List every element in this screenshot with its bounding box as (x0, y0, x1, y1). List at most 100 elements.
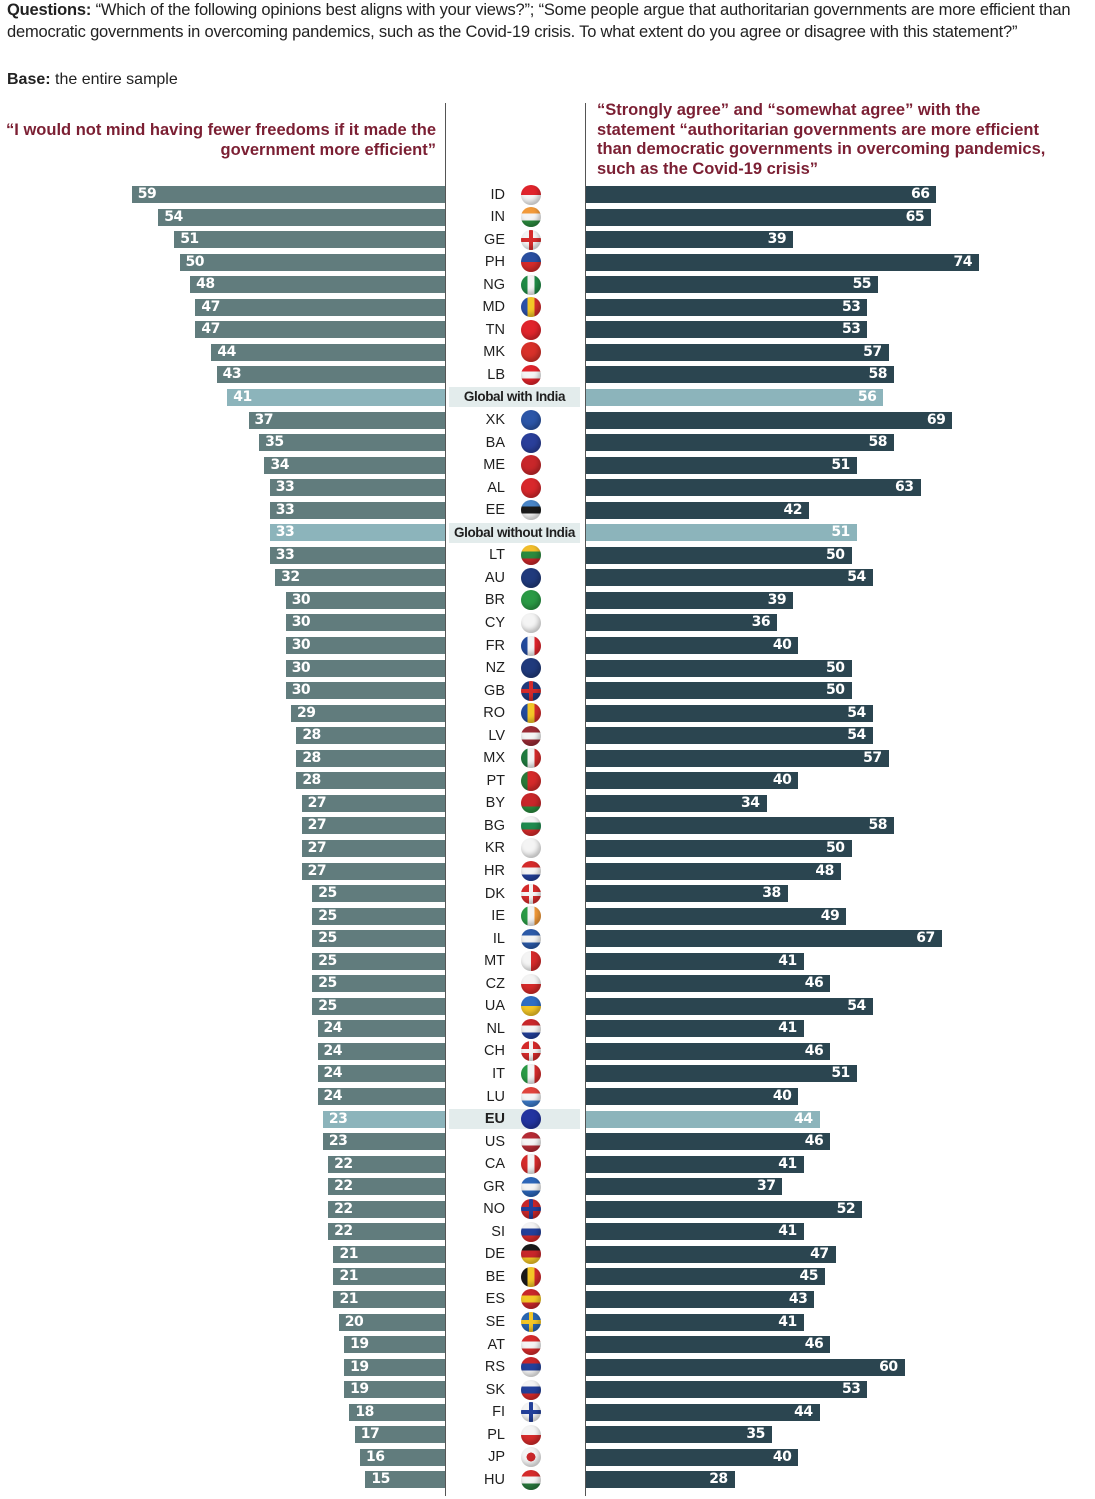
right-bar-value-label: 38 (762, 885, 781, 902)
left-bar: 30 (285, 614, 445, 632)
left-bar-value-label: 18 (355, 1403, 374, 1420)
country-code-label: MT (484, 953, 505, 970)
austria-flag-icon (521, 1334, 541, 1355)
slovenia-flag-icon (521, 1221, 541, 1242)
country-code-label: TN (485, 321, 505, 338)
right-bar-value-label: 50 (826, 659, 845, 676)
left-bar: 27 (301, 862, 445, 880)
left-bar: 28 (296, 772, 445, 790)
israel-flag-icon (521, 928, 541, 949)
country-code-label: PT (486, 772, 505, 789)
right-bar: 41 (586, 1155, 804, 1173)
left-axis-line (445, 103, 446, 1496)
left-bar-value-label: 22 (334, 1200, 353, 1217)
left-bar-value-label: 34 (270, 456, 289, 473)
left-bar-value-label: 59 (137, 186, 157, 202)
left-bar-value-label: 35 (265, 434, 284, 451)
left-bar-value-label: 22 (334, 1223, 353, 1240)
denmark-flag-icon (521, 883, 541, 904)
right-bar: 50 (586, 659, 852, 677)
left-bar-value-label: 27 (307, 839, 327, 856)
left-bar-value-label: 30 (291, 637, 311, 653)
country-code-label: FI (492, 1404, 505, 1421)
aggregate-label: Global without India (454, 524, 575, 540)
right-bar: 51 (586, 456, 857, 474)
left-bar: 24 (317, 1020, 445, 1038)
right-bar: 54 (586, 727, 873, 745)
left-bar: 23 (322, 1110, 445, 1128)
france-flag-icon (521, 635, 541, 656)
right-bar: 28 (586, 1471, 735, 1489)
right-bar: 69 (586, 411, 953, 429)
right-bar-value-label: 28 (709, 1471, 728, 1488)
right-bar-value-label: 53 (841, 1381, 861, 1398)
left-bar-value-label: 51 (180, 231, 199, 248)
brazil-flag-icon (521, 590, 541, 611)
right-bar: 43 (586, 1290, 815, 1308)
left-bar: 20 (338, 1313, 445, 1331)
right-bar-value-label: 50 (826, 682, 845, 699)
left-bar-value-label: 24 (323, 1065, 343, 1082)
right-bar: 54 (586, 997, 873, 1015)
right-bar-value-label: 34 (741, 794, 760, 811)
right-bar: 46 (586, 975, 831, 993)
right-bar: 40 (586, 1088, 799, 1105)
base-label: Base: (7, 71, 51, 88)
country-code-label: BA (485, 434, 505, 451)
left-bar: 27 (301, 817, 445, 835)
country-code-label: CH (484, 1043, 505, 1060)
right-bar: 41 (586, 1020, 804, 1038)
right-bar: 54 (586, 569, 873, 587)
left-series-heading: “I would not mind having fewer freedoms … (6, 121, 436, 159)
right-bar-value-label: 53 (841, 298, 861, 315)
left-bar-value-label: 21 (339, 1290, 358, 1307)
aggregate-row-highlight (449, 522, 580, 543)
right-bar: 60 (586, 1358, 905, 1376)
left-bar-value-label: 22 (334, 1155, 353, 1172)
left-bar-value-label: 24 (323, 1042, 343, 1059)
right-bar-value-label: 48 (815, 862, 834, 879)
left-bar: 16 (360, 1448, 445, 1466)
moldova-flag-icon (521, 297, 541, 318)
left-bar-value-label: 25 (318, 930, 337, 947)
left-bar-value-label: 25 (318, 885, 337, 902)
question-text: Questions: “Which of the following opini… (7, 0, 1082, 43)
right-bar: 40 (586, 772, 799, 790)
country-code-label: KR (484, 840, 505, 857)
right-bar-value-label: 56 (857, 388, 877, 405)
right-bar: 74 (586, 253, 979, 271)
czechia-flag-icon (521, 973, 541, 994)
portugal-flag-icon (521, 770, 541, 791)
left-bar-value-label: 19 (350, 1336, 369, 1353)
country-code-label: DK (484, 885, 505, 902)
left-bar: 35 (259, 434, 445, 452)
right-bar-value-label: 67 (916, 930, 935, 947)
left-bar: 22 (328, 1223, 445, 1241)
right-bar-value-label: 41 (778, 1223, 797, 1240)
right-bar: 40 (586, 637, 799, 654)
right-bar-value-label: 51 (831, 524, 850, 541)
left-bar: 19 (344, 1358, 445, 1376)
right-bar: 35 (586, 1426, 772, 1444)
right-bar-value-label: 37 (756, 1178, 776, 1195)
left-bar: 30 (285, 591, 445, 609)
philippines-flag-icon (521, 252, 541, 273)
belgium-flag-icon (521, 1266, 541, 1287)
left-bar: 23 (322, 1133, 445, 1151)
left-bar-value-label: 21 (339, 1268, 358, 1285)
right-series-heading: “Strongly agree” and “somewhat agree” wi… (597, 101, 1046, 178)
base-text: Base: the entire sample (7, 71, 178, 89)
left-bar: 30 (285, 682, 445, 700)
left-bar-value-label: 30 (291, 682, 311, 699)
country-code-label: PH (484, 254, 505, 271)
country-code-label: US (484, 1133, 505, 1150)
country-code-label: MD (482, 299, 505, 316)
country-code-label: NG (483, 276, 505, 293)
left-bar-value-label: 33 (275, 524, 295, 541)
country-code-label: FR (485, 637, 505, 654)
left-bar-value-label: 33 (275, 546, 295, 563)
left-bar-value-label: 24 (323, 1088, 343, 1104)
right-bar-value-label: 63 (895, 479, 914, 496)
country-code-label: HR (484, 863, 505, 879)
